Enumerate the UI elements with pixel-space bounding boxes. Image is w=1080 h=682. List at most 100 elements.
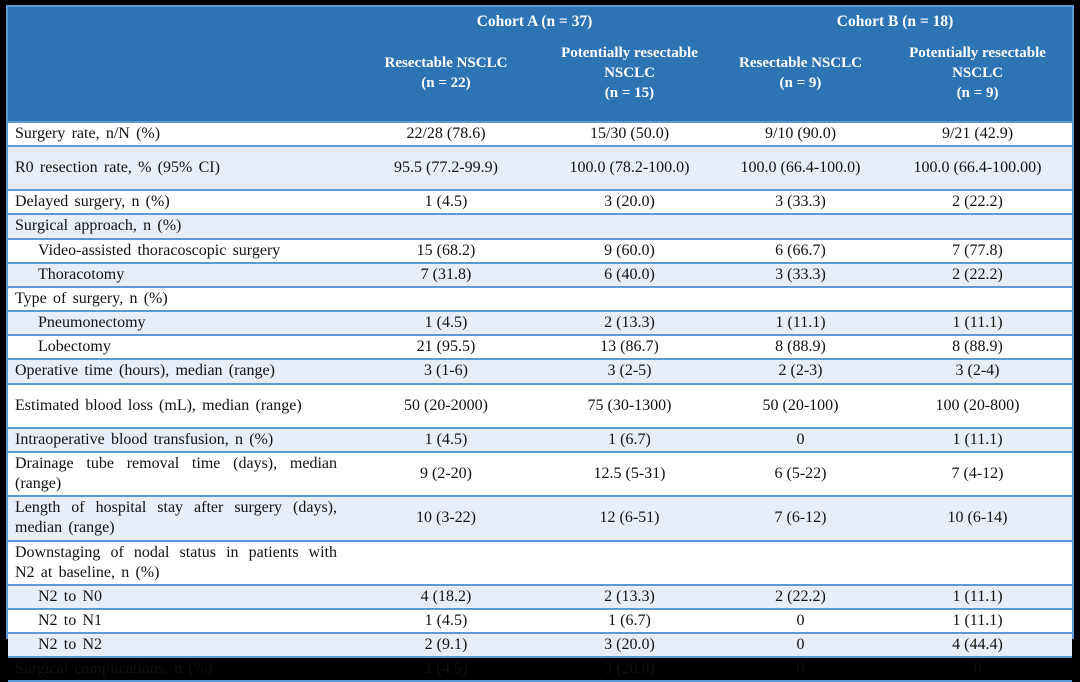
- cell-value: 6 (40.0): [604, 265, 655, 283]
- table-row: Intraoperative blood transfusion, n (%) 1…: [8, 427, 1073, 452]
- cell-value: 100.0 (66.4-100.0): [740, 159, 861, 177]
- column-name: Resectable NSCLC: [384, 55, 508, 72]
- row-label: Delayed surgery, n (%): [15, 193, 170, 211]
- table-row: Pneumonectomy 1 (4.5) 2 (13.3) 1 (11.1) 1 (1…: [8, 311, 1073, 336]
- cell-value: 2 (2-3): [778, 362, 823, 380]
- cell-value: 0: [796, 636, 805, 654]
- cell-value: 100.0 (78.2-100.0): [569, 159, 690, 177]
- cell-value: 7 (6-12): [774, 509, 827, 527]
- column-header-potentially-b: Potentially resectable NSCLC (n = 9): [883, 37, 1073, 122]
- cell-value: [718, 541, 883, 585]
- table-row: Surgical complications, n (%) 1 (4.5) 3 (2…: [8, 657, 1073, 682]
- cell-value: 2 (22.2): [952, 193, 1003, 211]
- cell-value: 9 (60.0): [604, 241, 655, 259]
- table-row: Downstaging of nodal status in patients …: [8, 541, 1073, 585]
- cell-value: 8 (88.9): [952, 338, 1003, 356]
- row-label: N2 to N1: [38, 611, 103, 629]
- cohort-header-row: Cohort A (n = 37) Cohort B (n = 18): [8, 7, 1073, 37]
- table-row: Type of surgery, n (%): [8, 287, 1073, 312]
- cell-value: 1 (4.5): [424, 193, 468, 211]
- cell-value: 1 (4.5): [424, 430, 468, 448]
- column-n: (n = 15): [604, 84, 655, 101]
- cell-value: 100 (20-800): [935, 396, 1020, 414]
- cohort-b-header: Cohort B (n = 18): [718, 7, 1073, 37]
- row-label: N2 to N2: [38, 636, 103, 654]
- table-row: R0 resection rate, % (95% CI) 95.5 (77.2-…: [8, 146, 1073, 191]
- cell-value: 0: [796, 611, 805, 629]
- column-name: Potentially resectable NSCLC: [561, 45, 698, 82]
- cell-value: 1 (4.5): [424, 660, 468, 678]
- cell-value: 3 (20.0): [604, 636, 655, 654]
- cell-value: 3 (2-4): [955, 362, 1000, 380]
- cell-value: 12 (6-51): [599, 509, 660, 527]
- page-frame: Cohort A (n = 37) Cohort B (n = 18) Rese…: [6, 5, 1074, 682]
- table-row: Estimated blood loss (mL), median (range…: [8, 384, 1073, 428]
- cell-value: [883, 541, 1072, 585]
- cell-value: 100.0 (66.4-100.00): [913, 159, 1042, 177]
- row-label: Operative time (hours), median (range): [15, 362, 275, 380]
- cell-value: 3 (2-5): [607, 362, 652, 380]
- empty-label-cell: [8, 37, 351, 122]
- row-label: Drainage tube removal time (days), media…: [15, 454, 337, 493]
- cell-value: [351, 287, 541, 311]
- cell-value: [351, 541, 541, 585]
- row-label: Lobectomy: [38, 338, 111, 356]
- cell-value: 1 (11.1): [952, 587, 1003, 605]
- cell-value: 12.5 (5-31): [593, 464, 666, 482]
- cell-value: 1 (6.7): [608, 611, 651, 629]
- row-label: Surgery rate, n/N (%): [15, 125, 161, 142]
- column-n: (n = 22): [421, 75, 471, 91]
- cell-value: 9 (2-20): [420, 464, 472, 482]
- row-label: Thoracotomy: [38, 265, 125, 283]
- surgical-outcomes-table: Cohort A (n = 37) Cohort B (n = 18) Rese…: [8, 7, 1073, 682]
- cell-value: [718, 214, 883, 238]
- column-n: (n = 9): [779, 75, 822, 91]
- table-row: Video-assisted thoracoscopic surgery 15 (…: [8, 239, 1073, 263]
- cell-value: 21 (95.5): [416, 338, 476, 356]
- cell-value: 4 (18.2): [420, 587, 472, 605]
- cell-value: [883, 214, 1072, 238]
- column-n: (n = 9): [956, 84, 999, 101]
- row-label: R0 resection rate, % (95% CI): [15, 159, 220, 177]
- row-label: Surgical approach, n (%): [15, 217, 182, 235]
- table-header: Cohort A (n = 37) Cohort B (n = 18) Rese…: [8, 7, 1073, 122]
- table-row: Delayed surgery, n (%) 1 (4.5) 3 (20.0) 3 (…: [8, 190, 1073, 215]
- cell-value: 3 (1-6): [424, 362, 468, 380]
- cell-value: 13 (86.7): [600, 338, 659, 356]
- cell-value: 6 (5-22): [774, 464, 827, 482]
- empty-corner-cell: [8, 7, 351, 37]
- cell-value: 50 (20-100): [762, 396, 839, 414]
- cell-value: 3 (20.0): [604, 193, 655, 211]
- table-row: Length of hospital stay after surgery (d…: [8, 496, 1073, 541]
- row-label: Video-assisted thoracoscopic surgery: [38, 241, 281, 259]
- row-label: Type of surgery, n (%): [15, 289, 168, 307]
- cell-value: 1 (11.1): [952, 430, 1003, 448]
- cell-value: 0: [796, 660, 805, 678]
- row-label: Pneumonectomy: [38, 314, 146, 332]
- cell-value: 1 (11.1): [775, 314, 826, 332]
- cell-value: 75 (30-1300): [587, 396, 672, 414]
- cell-value: 3 (20.0): [604, 660, 655, 678]
- cell-value: 6 (66.7): [775, 241, 826, 259]
- cell-value: 50 (20-2000): [404, 396, 488, 414]
- table-row: N2 to N1 1 (4.5) 1 (6.7) 0 1 (11.1): [8, 609, 1073, 634]
- cell-value: 1 (6.7): [608, 430, 651, 448]
- cell-value: 2 (22.2): [775, 587, 826, 605]
- cell-value: [541, 214, 718, 238]
- cell-value: 7 (31.8): [420, 265, 472, 283]
- cell-value: 10 (6-14): [947, 509, 1008, 527]
- subgroup-header-row: Resectable NSCLC (n = 22) Potentially re…: [8, 37, 1073, 122]
- cell-value: 2 (13.3): [604, 587, 655, 605]
- table-row: Drainage tube removal time (days), media…: [8, 452, 1073, 497]
- row-label: Intraoperative blood transfusion, n (%): [15, 430, 274, 448]
- cell-value: 0: [973, 660, 982, 678]
- cell-value: [541, 541, 718, 585]
- cell-value: [541, 287, 718, 311]
- cell-value: 1 (11.1): [952, 314, 1003, 332]
- cell-value: 15/30 (50.0): [589, 125, 670, 142]
- cell-value: 7 (4-12): [951, 464, 1004, 482]
- cell-value: 7 (77.8): [952, 241, 1003, 259]
- row-label: Length of hospital stay after surgery (d…: [15, 499, 337, 537]
- cell-value: [718, 287, 883, 311]
- row-label: N2 to N0: [38, 587, 103, 605]
